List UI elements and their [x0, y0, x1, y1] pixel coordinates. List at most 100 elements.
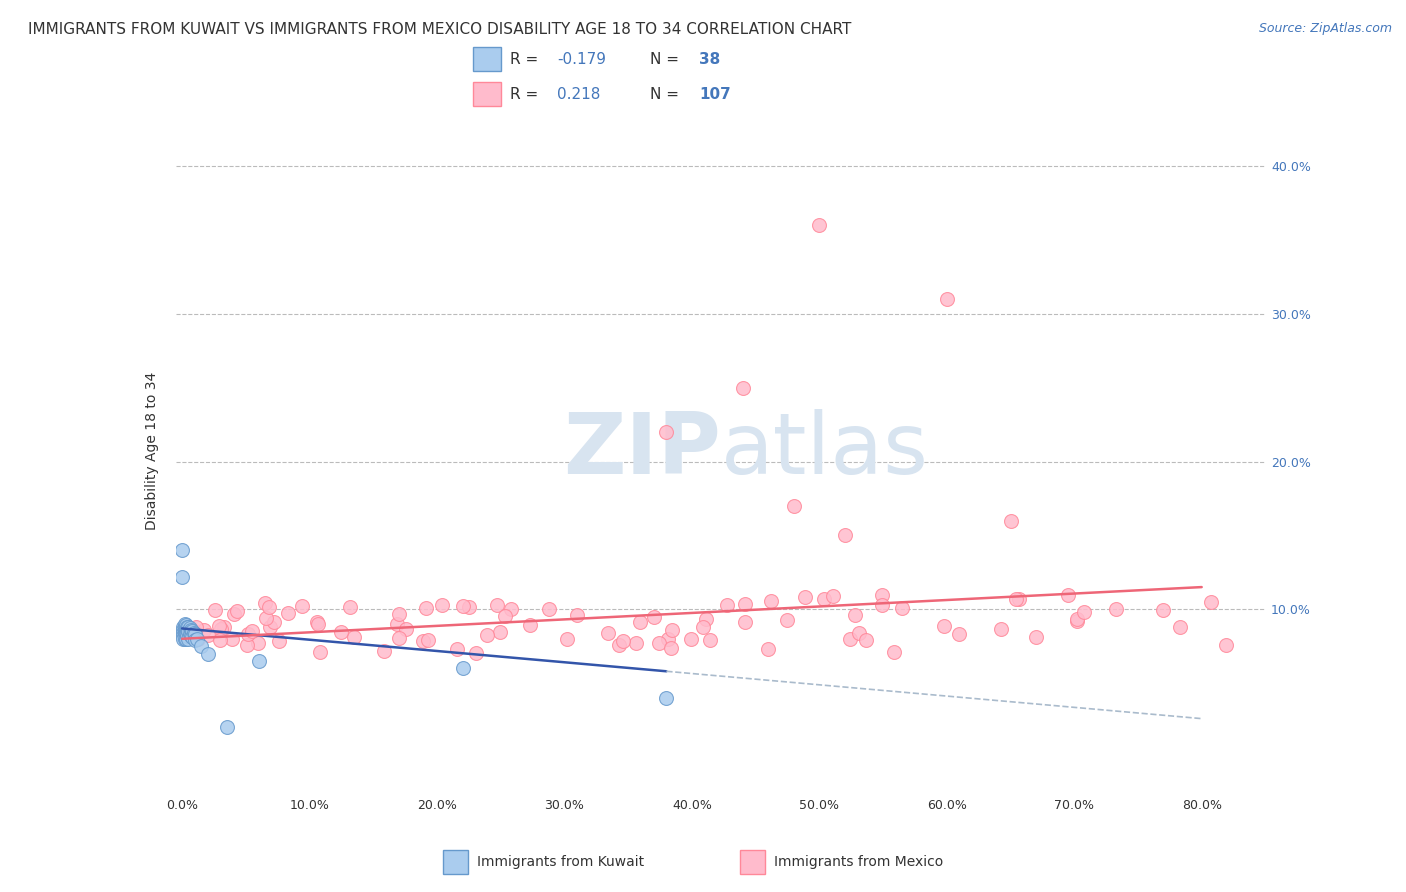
Point: [1073, 605, 1095, 619]
Point: [177, 620, 200, 634]
Point: [247, 636, 270, 650]
Point: [494, 608, 516, 623]
Point: [567, 607, 589, 622]
Point: [339, 599, 361, 614]
Y-axis label: Disability Age 18 to 34: Disability Age 18 to 34: [145, 371, 159, 530]
Point: [457, 600, 479, 615]
Point: [699, 632, 721, 647]
Text: 107: 107: [699, 87, 731, 102]
Point: [208, 619, 231, 633]
Point: [172, 543, 194, 558]
Point: [184, 620, 207, 634]
Point: [1199, 595, 1222, 609]
Point: [330, 624, 353, 639]
Point: [451, 599, 474, 613]
Point: [388, 607, 411, 621]
Point: [387, 616, 409, 631]
Point: [179, 627, 201, 641]
Point: [661, 623, 683, 637]
Point: [224, 607, 246, 621]
Point: [174, 632, 197, 646]
Point: [1104, 602, 1126, 616]
Point: [1025, 630, 1047, 644]
Point: [655, 425, 678, 439]
Point: [305, 615, 328, 630]
Point: [519, 617, 541, 632]
Point: [628, 615, 651, 629]
Point: [172, 620, 194, 634]
Point: [253, 596, 276, 610]
Point: [307, 617, 329, 632]
Point: [395, 622, 418, 636]
Point: [657, 632, 679, 646]
Point: [343, 631, 366, 645]
Point: [204, 603, 226, 617]
Point: [430, 598, 453, 612]
Point: [485, 598, 508, 612]
Point: [870, 599, 893, 613]
Point: [499, 601, 522, 615]
Point: [813, 592, 835, 607]
Point: [240, 624, 263, 638]
Point: [890, 601, 912, 615]
Point: [870, 588, 893, 602]
Point: [839, 632, 862, 646]
Point: [173, 622, 195, 636]
Point: [181, 630, 204, 644]
Point: [555, 632, 578, 646]
Point: [612, 634, 634, 648]
Point: [776, 613, 799, 627]
Point: [172, 629, 194, 643]
Point: [855, 633, 877, 648]
Point: [172, 632, 194, 646]
Text: Source: ZipAtlas.com: Source: ZipAtlas.com: [1258, 22, 1392, 36]
Point: [176, 620, 198, 634]
Point: [388, 632, 411, 646]
Text: N =: N =: [650, 87, 679, 102]
Point: [259, 620, 281, 634]
Point: [173, 617, 195, 632]
Point: [177, 632, 200, 646]
Point: [290, 599, 312, 613]
Point: [1066, 612, 1088, 626]
Point: [1152, 603, 1174, 617]
Point: [844, 607, 866, 622]
Point: [180, 629, 202, 643]
Point: [756, 641, 779, 656]
Point: [183, 625, 205, 640]
Point: [415, 600, 437, 615]
Point: [212, 619, 235, 633]
Point: [183, 625, 205, 640]
Point: [172, 623, 194, 637]
Point: [172, 626, 194, 640]
Point: [174, 618, 197, 632]
Point: [821, 589, 844, 603]
Point: [734, 597, 756, 611]
Point: [731, 381, 754, 395]
Point: [184, 627, 207, 641]
Point: [180, 623, 202, 637]
Point: [734, 615, 756, 629]
Point: [759, 594, 782, 608]
Text: -0.179: -0.179: [557, 52, 606, 67]
Point: [834, 528, 856, 542]
Point: [643, 610, 665, 624]
Point: [187, 632, 209, 647]
Point: [221, 632, 243, 646]
Point: [648, 636, 671, 650]
Text: R =: R =: [510, 87, 544, 102]
Point: [1168, 620, 1191, 634]
Point: [624, 635, 647, 649]
Bar: [443, 850, 468, 873]
Point: [373, 643, 395, 657]
Bar: [474, 81, 501, 106]
Point: [226, 604, 249, 618]
Point: [236, 627, 259, 641]
Point: [692, 620, 714, 634]
Text: Immigrants from Kuwait: Immigrants from Kuwait: [477, 855, 644, 869]
Point: [184, 633, 207, 648]
Point: [1066, 614, 1088, 628]
Bar: [474, 46, 501, 71]
Point: [193, 623, 215, 637]
Point: [190, 639, 212, 653]
